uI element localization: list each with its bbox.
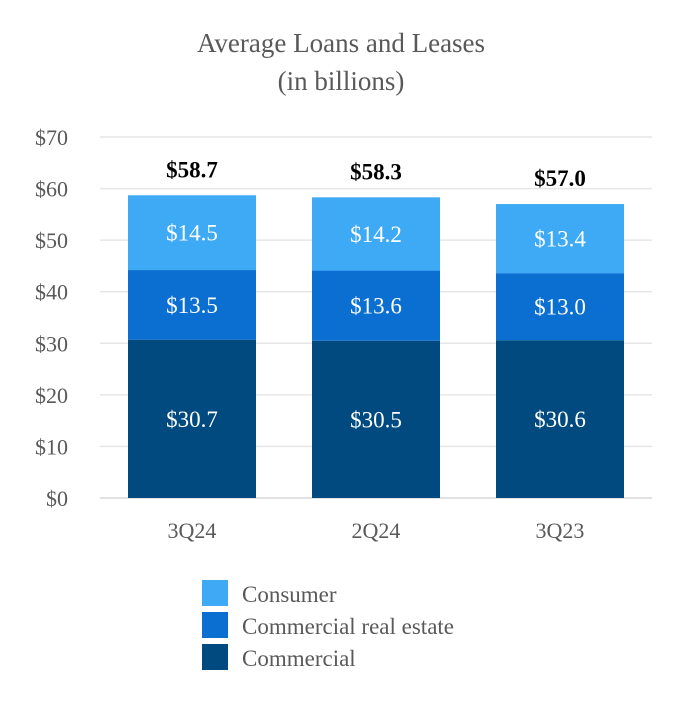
bar-segment-label: $13.4 — [534, 227, 586, 252]
bar-segment — [496, 340, 624, 498]
chart-title-line-1: Average Loans and Leases — [197, 28, 485, 58]
bar-segment-label: $13.6 — [350, 294, 402, 319]
bar-segment-label: $14.2 — [350, 222, 402, 247]
x-category-label: 3Q24 — [168, 518, 217, 543]
bar-total-label: $57.0 — [534, 166, 586, 191]
y-tick-label: $20 — [35, 383, 68, 408]
bar-segment — [128, 270, 256, 340]
bar-segment — [128, 339, 256, 498]
bar-segment-label: $30.7 — [166, 407, 218, 432]
legend-swatch — [202, 580, 228, 606]
legend-label: Commercial real estate — [242, 614, 454, 639]
y-tick-label: $30 — [35, 331, 68, 356]
legend-swatch — [202, 644, 228, 670]
bar-segment — [312, 270, 440, 341]
y-tick-label: $40 — [35, 280, 68, 305]
y-tick-label: $10 — [35, 434, 68, 459]
legend: Consumer Commercial real estate Commercial — [202, 580, 454, 671]
y-tick-label: $60 — [35, 177, 68, 202]
bar-segment-label: $14.5 — [166, 221, 218, 246]
x-category-label: 2Q24 — [352, 518, 401, 543]
y-tick-label: $70 — [35, 125, 68, 150]
x-category-label: 3Q23 — [536, 518, 585, 543]
legend-label: Commercial — [242, 646, 356, 671]
bars: $30.7 $13.5 $14.5 $58.7 $30.5 $13.6 $14.2 $58.3… — [128, 157, 624, 498]
y-tick-label: $0 — [46, 486, 68, 511]
legend-label: Consumer — [242, 582, 337, 607]
y-tick-label: $50 — [35, 228, 68, 253]
bar-segment — [312, 340, 440, 498]
bar-segment — [312, 197, 440, 271]
legend-swatch — [202, 612, 228, 638]
bar-segment-label: $30.5 — [350, 407, 402, 432]
bar-segment-label: $13.0 — [534, 295, 586, 320]
y-axis-ticks: $0 $10 $20 $30 $40 $50 $60 $70 — [35, 125, 68, 511]
bar-total-label: $58.7 — [166, 157, 218, 182]
x-axis-categories: 3Q24 2Q24 3Q23 — [168, 518, 585, 543]
bar-segment-label: $30.6 — [534, 407, 586, 432]
bar-segment-label: $13.5 — [166, 293, 218, 318]
bar-total-label: $58.3 — [350, 159, 402, 184]
bar-segment — [128, 195, 256, 271]
chart-title-line-2: (in billions) — [278, 66, 405, 96]
bar-segment — [496, 273, 624, 341]
bar-segment — [496, 204, 624, 274]
